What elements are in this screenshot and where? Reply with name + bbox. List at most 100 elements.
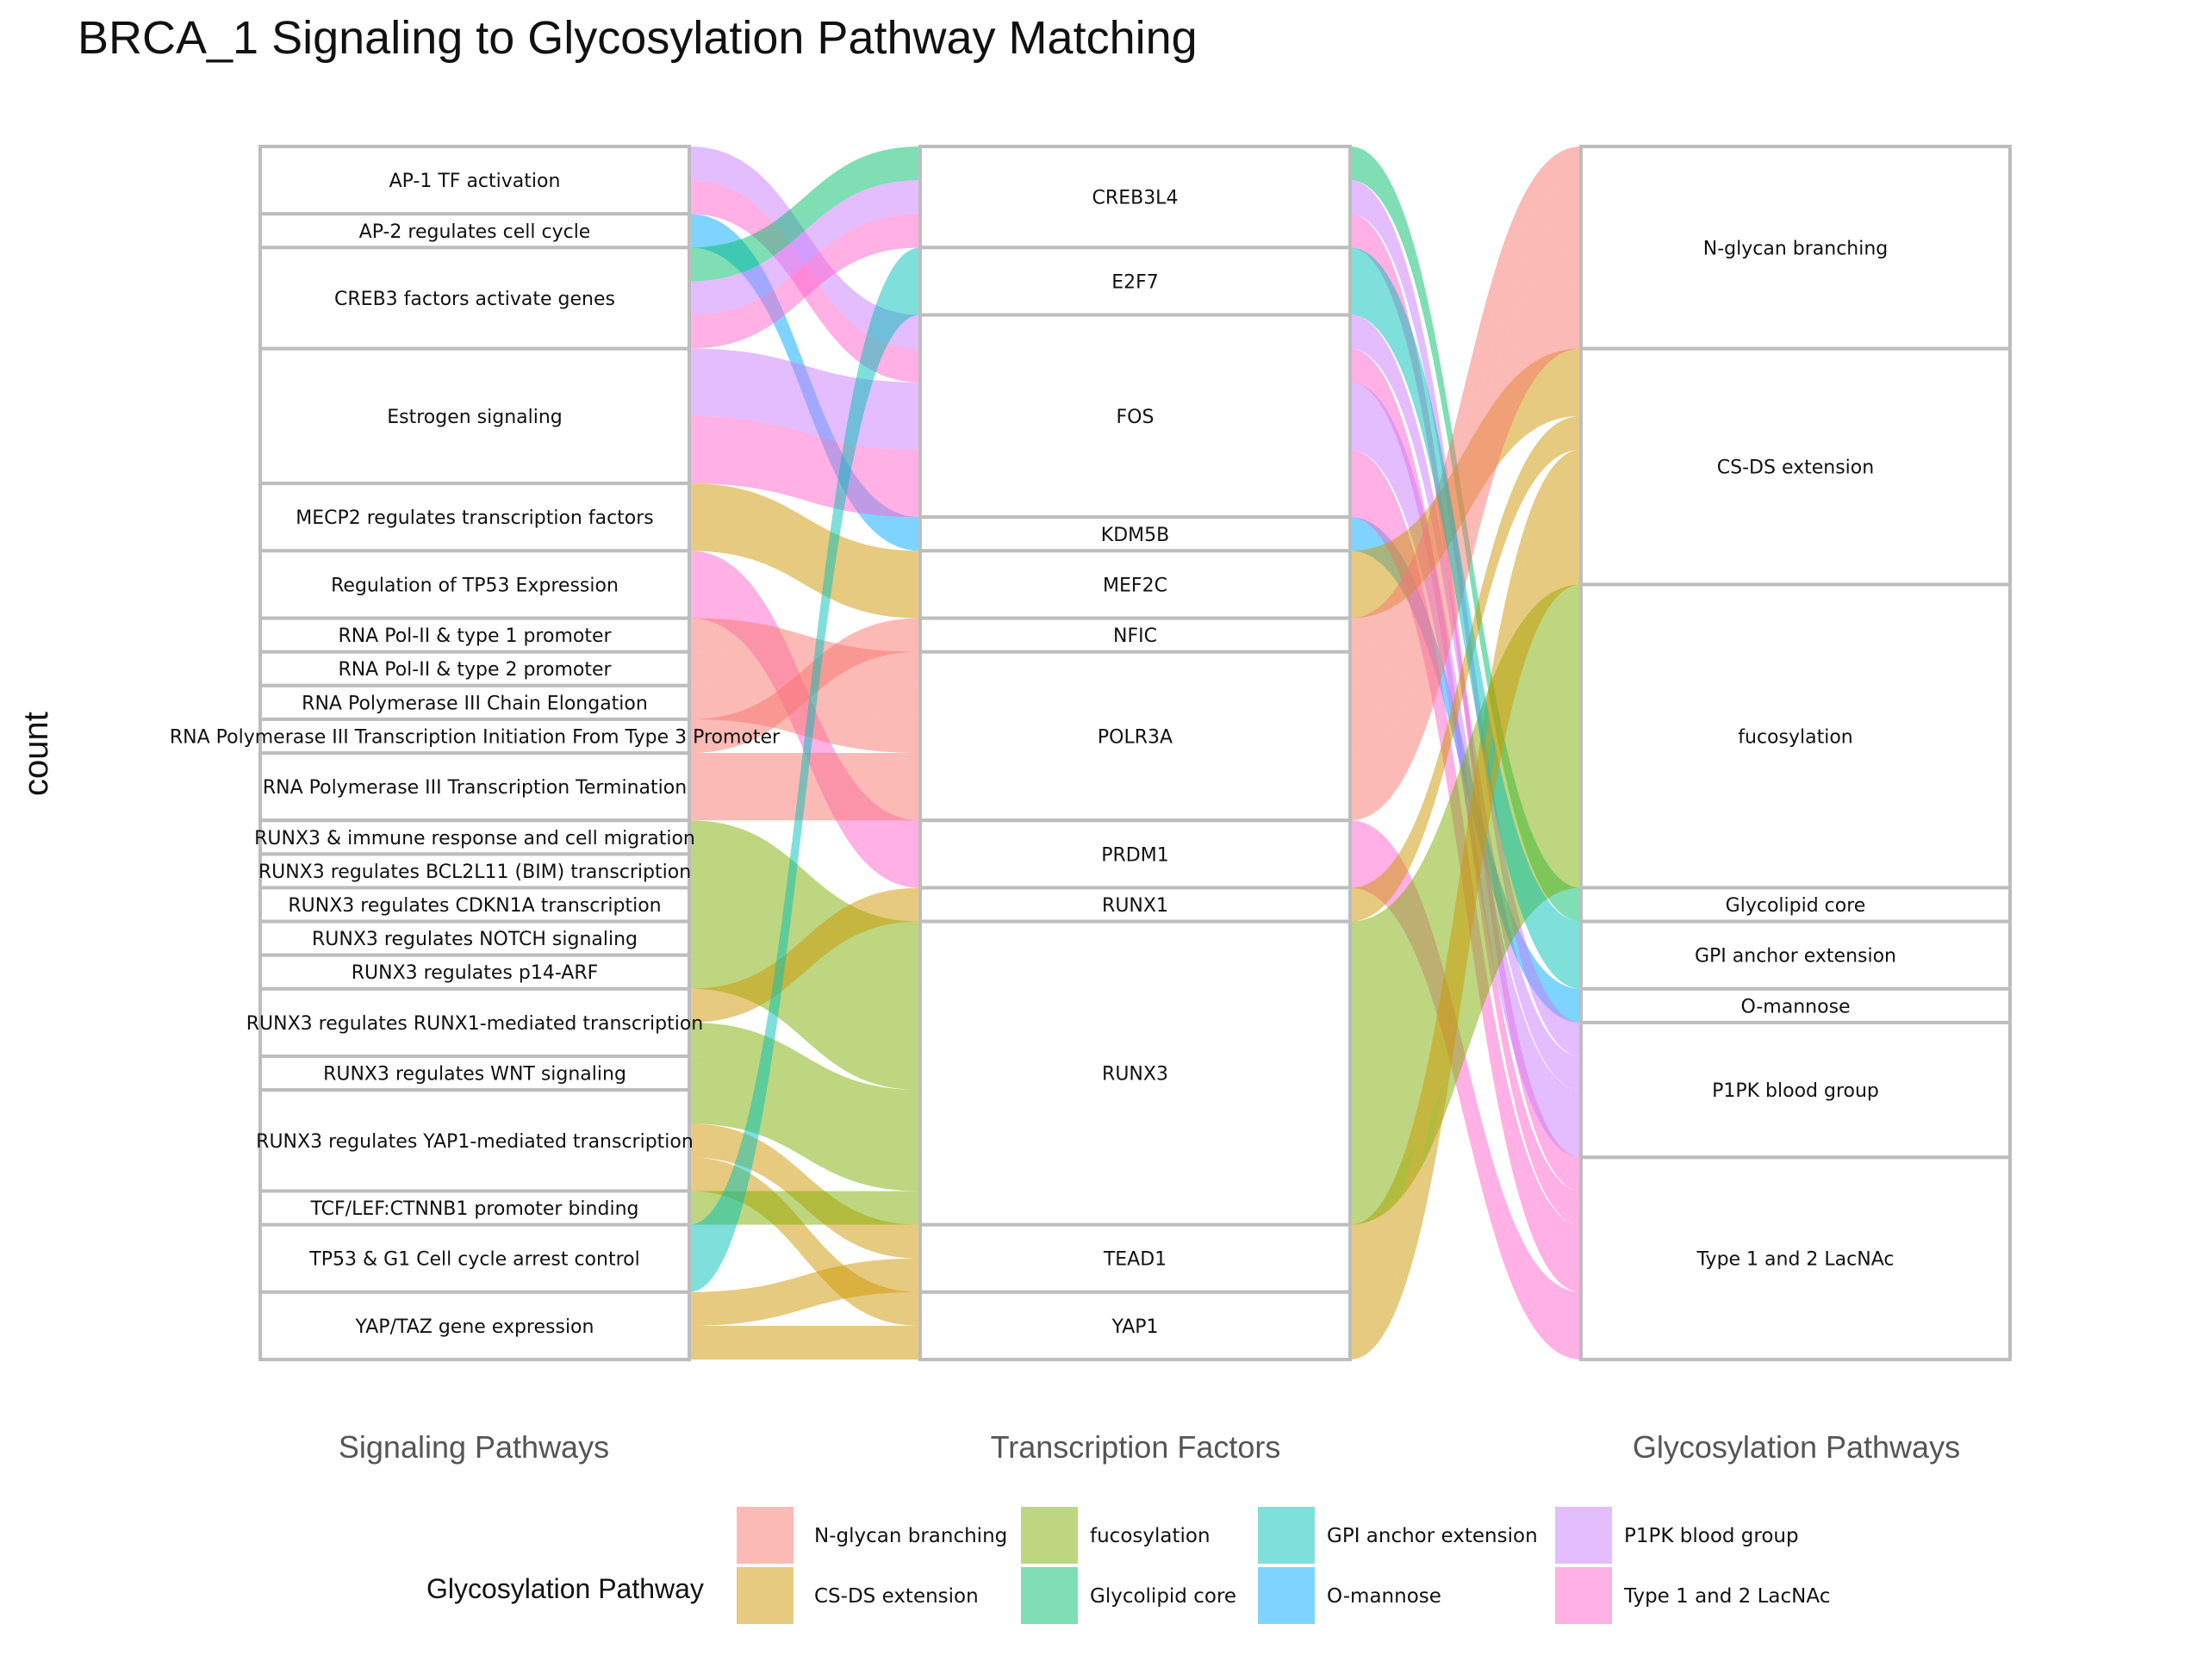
legend-swatch bbox=[1021, 1507, 1078, 1564]
flow-band-rna-pol-ii-type-1-promoter-polr3a-n-glycan-branching-2 bbox=[1350, 180, 1581, 686]
flow-band-runx3-regulates-runx1-mediated-transcription-runx1-cs-ds-extension-2 bbox=[1350, 415, 1581, 922]
flow-band-tp53-g1-cell-cycle-arrest-control-e2f7-gpi-anchor-extension-1 bbox=[689, 247, 920, 1292]
tf-node-prdm1: PRDM1 bbox=[918, 818, 1352, 890]
stratum-box bbox=[258, 1189, 691, 1227]
tf-node-polr3a: POLR3A bbox=[918, 650, 1352, 823]
stratum-box bbox=[1579, 1020, 2012, 1160]
tf-node-creb3l4: CREB3L4 bbox=[918, 145, 1352, 250]
stratum-label: Type 1 and 2 LacNAc bbox=[1696, 1249, 1895, 1271]
legend-item-fucosylation: fucosylation bbox=[1021, 1507, 1211, 1564]
stratum-box bbox=[258, 145, 691, 216]
signaling-node-tcf-lef-ctnnb1-promoter-binding: TCF/LEF:CTNNB1 promoter binding bbox=[258, 1189, 691, 1227]
glyco-node-cs-ds-extension: CS-DS extension bbox=[1579, 346, 2012, 587]
stratum-box bbox=[918, 1290, 1352, 1362]
flow-band-runx3-regulates-notch-signaling-runx3-fucosylation-1 bbox=[689, 921, 920, 1056]
stratum-box bbox=[258, 717, 691, 756]
stratum-label: RUNX3 bbox=[1102, 1064, 1168, 1086]
stratum-label: KDM5B bbox=[1101, 525, 1169, 546]
stratum-box bbox=[258, 953, 691, 991]
stratum-box bbox=[918, 313, 1352, 520]
stratum-label: RUNX3 & immune response and cell migrati… bbox=[254, 828, 695, 849]
legend-label: Glycolipid core bbox=[1090, 1585, 1236, 1608]
legend-item-cs-ds-extension: CS-DS extension bbox=[737, 1567, 979, 1624]
stratum-box bbox=[258, 212, 691, 250]
stratum-label: RNA Polymerase III Transcription Initiat… bbox=[170, 726, 781, 748]
legend-label: GPI anchor extension bbox=[1327, 1525, 1538, 1547]
stratum-box bbox=[918, 919, 1352, 1227]
stratum-box bbox=[258, 1290, 691, 1362]
legend-swatch bbox=[1555, 1507, 1612, 1564]
stratum-box bbox=[1579, 919, 2012, 991]
tf-node-mef2c: MEF2C bbox=[918, 549, 1352, 620]
glyco-node-type-1-and-2-lacnac: Type 1 and 2 LacNAc bbox=[1579, 1155, 2012, 1362]
chart-title: BRCA_1 Signaling to Glycosylation Pathwa… bbox=[78, 12, 1198, 64]
strata: AP-1 TF activation AP-2 regulates cell cy… bbox=[170, 145, 2012, 1362]
stratum-label: MEF2C bbox=[1103, 575, 1167, 596]
tf-node-yap1: YAP1 bbox=[918, 1290, 1352, 1362]
signaling-node-runx3-regulates-runx1-mediated-transcription: RUNX3 regulates RUNX1-mediated transcrip… bbox=[246, 986, 703, 1059]
flow-band-estrogen-signaling-fos-p1pk-blood-group-1 bbox=[689, 348, 920, 450]
glyco-node-fucosylation: fucosylation bbox=[1579, 582, 2012, 890]
legend-swatch bbox=[1021, 1567, 1078, 1624]
stratum-label: RNA Polymerase III Chain Elongation bbox=[302, 693, 648, 714]
stratum-label: GPI anchor extension bbox=[1695, 946, 1896, 968]
tf-node-tead1: TEAD1 bbox=[918, 1223, 1352, 1294]
stratum-box bbox=[918, 650, 1352, 823]
signaling-node-rna-polymerase-iii-transcription-termination: RNA Polymerase III Transcription Termina… bbox=[258, 751, 691, 823]
signaling-node-rna-pol-ii-type-2-promoter: RNA Pol-II & type 2 promoter bbox=[258, 650, 691, 688]
stratum-label: AP-1 TF activation bbox=[389, 171, 561, 192]
legend-swatch bbox=[737, 1507, 794, 1564]
signaling-node-tp53-g1-cell-cycle-arrest-control: TP53 & G1 Cell cycle arrest control bbox=[258, 1223, 691, 1294]
stratum-label: RUNX3 regulates BCL2L11 (BIM) transcript… bbox=[258, 862, 691, 883]
glyco-node-p1pk-blood-group: P1PK blood group bbox=[1579, 1020, 2012, 1160]
flow-band-runx3-regulates-yap1-mediated-transcription-runx3-fucosylation-1 bbox=[689, 1090, 920, 1192]
signaling-node-creb3-factors-activate-genes: CREB3 factors activate genes bbox=[258, 246, 691, 351]
flow-band-runx3-regulates-yap1-mediated-transcription-runx3-fucosylation-2 bbox=[1350, 820, 1581, 1192]
stratum-label: fucosylation bbox=[1738, 726, 1852, 748]
y-axis-label: count bbox=[17, 712, 55, 796]
stratum-label: CREB3L4 bbox=[1092, 188, 1179, 209]
legend-item-o-mannose: O-mannose bbox=[1258, 1567, 1441, 1624]
flow-band-runx3-regulates-wnt-signaling-runx3-fucosylation-1 bbox=[689, 1056, 920, 1158]
stratum-label: RUNX3 regulates NOTCH signaling bbox=[312, 929, 638, 950]
signaling-node-runx3-regulates-yap1-mediated-transcription: RUNX3 regulates YAP1-mediated transcript… bbox=[256, 1088, 694, 1193]
legend-swatch bbox=[1258, 1567, 1315, 1624]
flow-band-regulation-of-tp53-expression-prdm1-type-1-and-2-lacnac-2 bbox=[1350, 820, 1581, 1360]
flow-band-estrogen-signaling-fos-type-1-and-2-lacnac-1 bbox=[689, 415, 920, 518]
stratum-label: POLR3A bbox=[1098, 726, 1173, 748]
flow-band-runx3-regulates-bcl2l11-bim-transcription-runx3-fucosylation-2 bbox=[1350, 618, 1581, 989]
stratum-label: Regulation of TP53 Expression bbox=[331, 575, 619, 596]
signaling-node-rna-polymerase-iii-transcription-initiation-from-type-3-promoter: RNA Polymerase III Transcription Initiat… bbox=[170, 717, 781, 756]
stratum-box bbox=[1579, 145, 2012, 351]
glyco-node-o-mannose: O-mannose bbox=[1579, 986, 2012, 1024]
stratum-label: TP53 & G1 Cell cycle arrest control bbox=[308, 1249, 639, 1271]
legend-item-p1pk-blood-group: P1PK blood group bbox=[1555, 1507, 1799, 1564]
legend-label: P1PK blood group bbox=[1624, 1525, 1799, 1547]
axis-label-signaling: Signaling Pathways bbox=[339, 1429, 609, 1465]
flow-band-rna-pol-ii-type-1-promoter-polr3a-n-glycan-branching-1 bbox=[689, 618, 920, 686]
flow-band-tp53-g1-cell-cycle-arrest-control-e2f7-gpi-anchor-extension-2 bbox=[1350, 247, 1581, 989]
stratum-label: P1PK blood group bbox=[1712, 1080, 1879, 1102]
flow-band-yap-taz-gene-expression-yap1-cs-ds-extension-2 bbox=[1350, 551, 1581, 1360]
signaling-node-rna-polymerase-iii-chain-elongation: RNA Polymerase III Chain Elongation bbox=[258, 683, 691, 721]
stratum-label: RUNX3 regulates CDKN1A transcription bbox=[288, 895, 661, 917]
stratum-box bbox=[918, 818, 1352, 890]
signaling-node-rna-pol-ii-type-1-promoter: RNA Pol-II & type 1 promoter bbox=[258, 616, 691, 654]
flow-band-rna-pol-ii-type-2-promoter-polr3a-n-glycan-branching-2 bbox=[1350, 214, 1581, 719]
stratum-label: TEAD1 bbox=[1103, 1249, 1167, 1271]
stratum-label: YAP/TAZ gene expression bbox=[355, 1316, 594, 1338]
flow-band-tcf-lef-ctnnb1-promoter-binding-runx3-fucosylation-1 bbox=[689, 1191, 920, 1225]
stratum-label: N-glycan branching bbox=[1703, 238, 1889, 259]
legend-swatch bbox=[737, 1567, 794, 1624]
stratum-label: MECP2 regulates transcription factors bbox=[296, 507, 654, 529]
stratum-label: RNA Polymerase III Transcription Termina… bbox=[263, 777, 687, 799]
axis-label-glycosylation: Glycosylation Pathways bbox=[1633, 1429, 1960, 1465]
flow-band-tcf-lef-ctnnb1-promoter-binding-runx3-fucosylation-2 bbox=[1350, 854, 1581, 1225]
stratum-label: O-mannose bbox=[1740, 996, 1850, 1017]
stratum-label: TCF/LEF:CTNNB1 promoter binding bbox=[310, 1198, 639, 1220]
stratum-label: RUNX3 regulates WNT signaling bbox=[323, 1064, 626, 1086]
flows bbox=[689, 146, 1581, 1360]
axis-label-transcription-factors: Transcription Factors bbox=[991, 1429, 1281, 1465]
flow-band-runx3-regulates-yap1-mediated-transcription-yap1-cs-ds-extension-2 bbox=[1350, 517, 1581, 1326]
flow-band-rna-polymerase-iii-chain-elongation-polr3a-n-glycan-branching-2 bbox=[1350, 247, 1581, 753]
